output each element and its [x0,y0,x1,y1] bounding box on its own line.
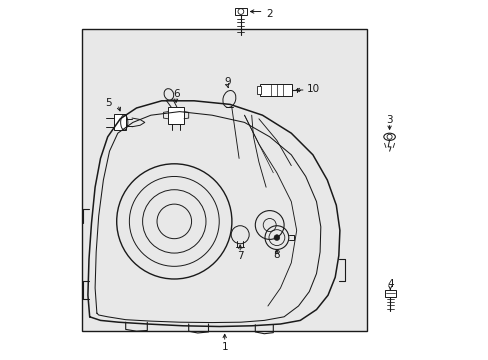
Text: 9: 9 [224,77,230,87]
Bar [384,290,395,297]
Bar [235,8,246,15]
Text: 8: 8 [273,249,280,260]
Bar [168,107,183,124]
Bar [114,114,125,130]
Bar [260,84,292,96]
Text: 2: 2 [265,9,272,19]
Text: 4: 4 [386,279,393,289]
Text: 6: 6 [172,89,179,99]
Bar [257,86,260,94]
Text: 5: 5 [105,98,111,108]
Text: 7: 7 [236,251,243,261]
Text: 10: 10 [306,84,319,94]
Circle shape [273,235,279,240]
Bar [82,29,366,331]
Text: 3: 3 [386,115,392,125]
Text: 1: 1 [221,342,227,352]
